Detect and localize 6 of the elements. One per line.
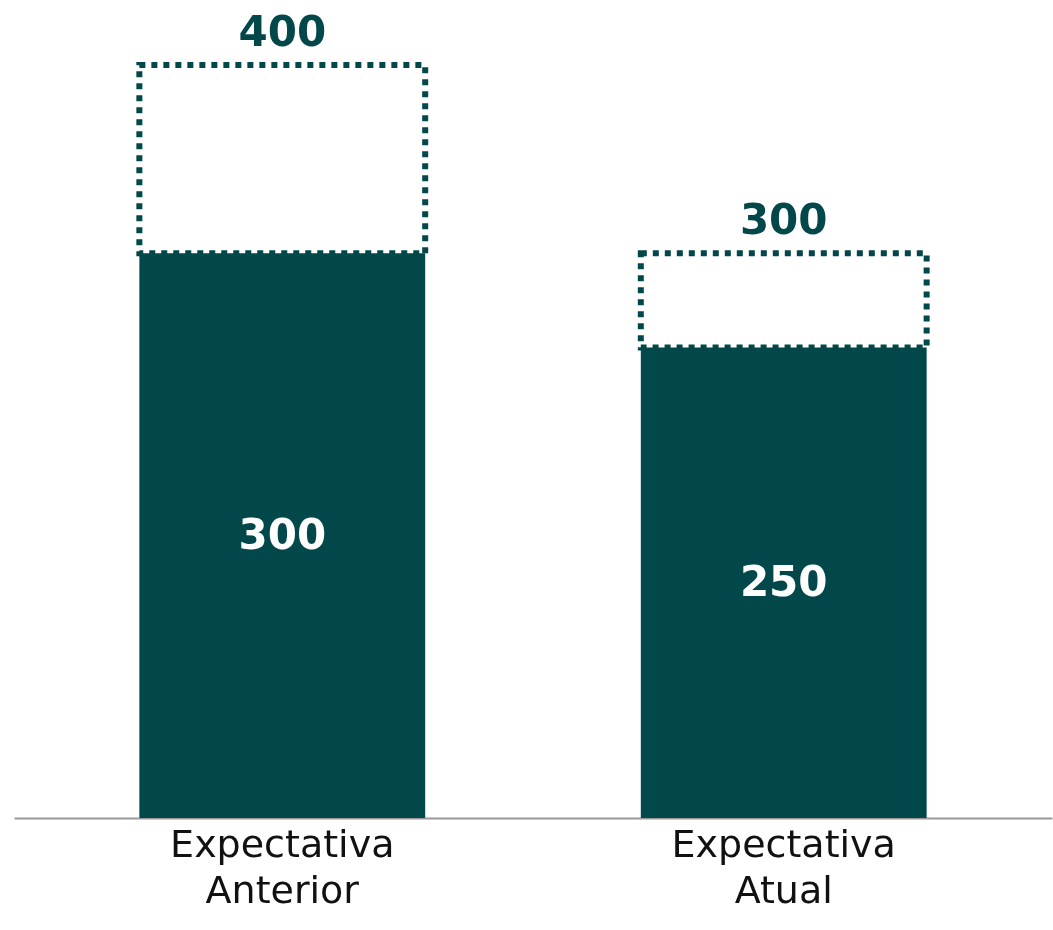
x-tick-label: Expectativa Anterior <box>170 821 395 912</box>
data-label: 300 <box>238 509 327 559</box>
total-label: 300 <box>739 195 828 245</box>
total-label: 400 <box>238 7 327 56</box>
x-tick-label: Expectativa Atual <box>671 821 896 912</box>
data-label: 250 <box>739 556 828 606</box>
